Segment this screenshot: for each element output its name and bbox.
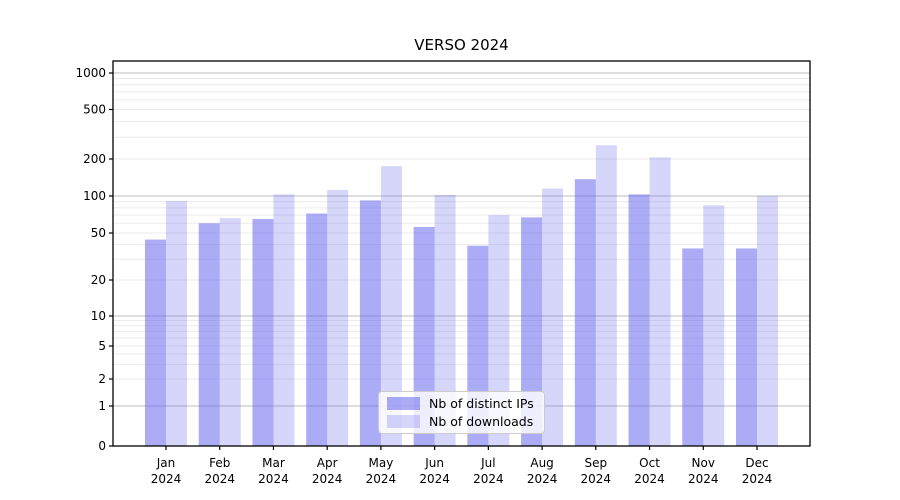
legend-item-downloads: Nb of downloads	[387, 414, 536, 429]
bar-downloads-sep	[595, 145, 617, 446]
bar-ips-dec	[735, 248, 757, 446]
bar-ips-oct	[628, 194, 650, 446]
chart-title: VERSO 2024	[414, 36, 509, 54]
y-tick-label: 50	[91, 226, 106, 240]
legend-swatch-distinct-ips	[387, 397, 420, 410]
y-tick-label: 0	[98, 439, 106, 453]
bar-ips-feb	[198, 223, 220, 446]
legend-item-distinct-ips: Nb of distinct IPs	[387, 396, 536, 411]
bar-downloads-feb	[219, 218, 241, 446]
bar-ips-mar	[252, 218, 274, 446]
y-tick-label: 100	[83, 189, 106, 203]
bar-downloads-apr	[327, 189, 349, 446]
bar-ips-jan	[145, 239, 166, 446]
bar-downloads-aug	[542, 188, 564, 446]
bar-ips-aug	[521, 217, 543, 446]
bar-downloads-oct	[649, 157, 671, 446]
bar-ips-nov	[682, 248, 704, 446]
y-tick-label: 500	[83, 103, 106, 117]
y-tick-label: 20	[91, 273, 106, 287]
bar-downloads-mar	[273, 194, 295, 446]
bar-ips-may	[359, 200, 381, 446]
bar-downloads-jul	[488, 215, 510, 446]
x-tick-label: Jan 2024	[151, 456, 182, 486]
x-tick-label: Aug 2024	[527, 456, 558, 486]
x-tick-label: May 2024	[366, 456, 397, 486]
y-tick-label: 5	[98, 339, 106, 353]
bar-ips-sep	[574, 179, 596, 446]
axes-frame	[112, 60, 811, 447]
bar-downloads-jan	[166, 201, 187, 446]
y-tick-label: 200	[83, 152, 106, 166]
legend-label-downloads: Nb of downloads	[429, 414, 534, 429]
y-tick-label: 10	[91, 309, 106, 323]
y-tick-label: 1	[98, 399, 106, 413]
bar-downloads-dec	[756, 196, 778, 446]
bar-downloads-may	[380, 166, 402, 446]
y-tick-label: 2	[98, 372, 106, 386]
bar-downloads-jun	[434, 194, 456, 446]
x-tick-label: Jul 2024	[473, 456, 504, 486]
legend: Nb of distinct IPs Nb of downloads	[378, 391, 545, 434]
x-tick-label: Jun 2024	[419, 456, 450, 486]
x-tick-label: Sep 2024	[581, 456, 612, 486]
x-tick-label: Mar 2024	[258, 456, 289, 486]
bar-ips-apr	[306, 213, 328, 446]
x-tick-label: Nov 2024	[688, 456, 719, 486]
x-tick-label: Oct 2024	[634, 456, 665, 486]
x-tick-label: Feb 2024	[204, 456, 235, 486]
x-tick-label: Apr 2024	[312, 456, 343, 486]
legend-label-distinct-ips: Nb of distinct IPs	[429, 396, 534, 411]
bar-downloads-nov	[703, 205, 725, 446]
y-tick-label: 1000	[75, 66, 106, 80]
legend-swatch-downloads	[387, 415, 420, 428]
x-tick-label: Dec 2024	[742, 456, 773, 486]
